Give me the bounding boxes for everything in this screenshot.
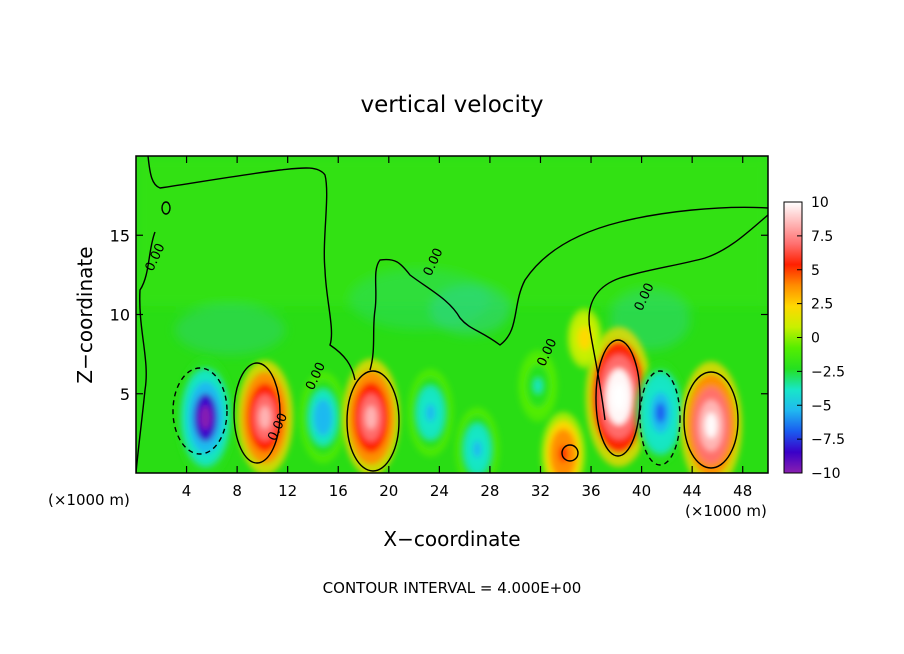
x-tick-label-16: 16 bbox=[329, 482, 348, 500]
chart-title: vertical velocity bbox=[361, 92, 544, 118]
velocity-feature-11 bbox=[567, 308, 602, 369]
y-tick-label-5: 5 bbox=[120, 385, 130, 404]
contour-loop-upper-left bbox=[161, 201, 171, 215]
contour-interval-label: CONTOUR INTERVAL = 4.000E+00 bbox=[323, 579, 582, 597]
contour-pos-bubble-far-right bbox=[683, 371, 739, 469]
velocity-feature-10 bbox=[680, 361, 742, 473]
colorbar: 10 7.5 5 2.5 0 −2.5 −5 −7.5 −10 bbox=[783, 195, 845, 482]
colorbar-tick-label-3: 2.5 bbox=[811, 297, 833, 313]
colorbar-tick-label-0: 10 bbox=[811, 195, 829, 211]
x-tick-label-32: 32 bbox=[531, 482, 550, 500]
x-axis-ticks: 4 8 12 16 20 24 28 32 36 40 44 48 bbox=[182, 156, 752, 500]
colorbar-tick-label-8: −10 bbox=[811, 466, 841, 482]
x-tick-label-40: 40 bbox=[632, 482, 651, 500]
contour-zero-right bbox=[588, 214, 768, 421]
x-unit-label-right: (×1000 m) bbox=[685, 502, 767, 520]
contour-zero-mid bbox=[369, 206, 768, 371]
contour-pos-bubble-left bbox=[233, 362, 281, 464]
y-tick-label-15: 15 bbox=[110, 226, 130, 245]
x-tick-label-28: 28 bbox=[480, 482, 499, 500]
contour-zero-upper bbox=[147, 156, 356, 381]
colorbar-tick-label-1: 7.5 bbox=[811, 229, 833, 245]
contour-neg-left bbox=[172, 367, 228, 455]
x-axis-label: X−coordinate bbox=[383, 527, 520, 551]
velocity-feature-1 bbox=[236, 360, 294, 473]
colorbar-tick-label-4: 0 bbox=[811, 331, 820, 347]
colorbar-tick-label-7: −7.5 bbox=[811, 432, 845, 448]
colorbar-tick-label-6: −5 bbox=[811, 398, 832, 414]
x-tick-label-20: 20 bbox=[379, 482, 398, 500]
plot-area: 0.00 0.000.000.000.000.00 bbox=[136, 156, 768, 473]
x-tick-label-12: 12 bbox=[278, 482, 297, 500]
x-tick-label-48: 48 bbox=[733, 482, 752, 500]
x-tick-label-4: 4 bbox=[182, 482, 192, 500]
x-unit-label-left: (×1000 m) bbox=[48, 491, 130, 509]
velocity-feature-3 bbox=[342, 358, 400, 473]
contour-small-loop bbox=[561, 444, 579, 462]
colorbar-tick-label-5: −2.5 bbox=[811, 364, 845, 380]
x-tick-label-8: 8 bbox=[232, 482, 242, 500]
velocity-feature-6 bbox=[518, 349, 558, 422]
x-tick-label-44: 44 bbox=[683, 482, 702, 500]
contour-lines bbox=[136, 156, 768, 473]
velocity-feature-4 bbox=[407, 368, 454, 457]
contour-pos-bubble-center bbox=[346, 370, 400, 472]
contour-zero-left bbox=[136, 231, 156, 473]
y-axis-ticks: 5 10 15 bbox=[110, 226, 768, 404]
velocity-feature-9 bbox=[635, 361, 687, 464]
colorbar-tick-label-2: 5 bbox=[811, 263, 820, 279]
y-axis-label: Z−coordinate bbox=[73, 246, 97, 383]
x-tick-label-24: 24 bbox=[430, 482, 449, 500]
velocity-feature-7 bbox=[541, 411, 586, 473]
contour-pos-bubble-right bbox=[595, 339, 641, 457]
velocity-feature-0 bbox=[176, 357, 235, 473]
field-upper-structure bbox=[136, 156, 768, 355]
colorbar-ticks: 10 7.5 5 2.5 0 −2.5 −5 −7.5 −10 bbox=[797, 195, 845, 482]
x-tick-label-36: 36 bbox=[581, 482, 600, 500]
velocity-feature-2 bbox=[299, 371, 347, 464]
velocity-feature-5 bbox=[455, 407, 500, 473]
y-tick-label-10: 10 bbox=[110, 306, 130, 325]
contour-neg-right bbox=[639, 370, 681, 466]
